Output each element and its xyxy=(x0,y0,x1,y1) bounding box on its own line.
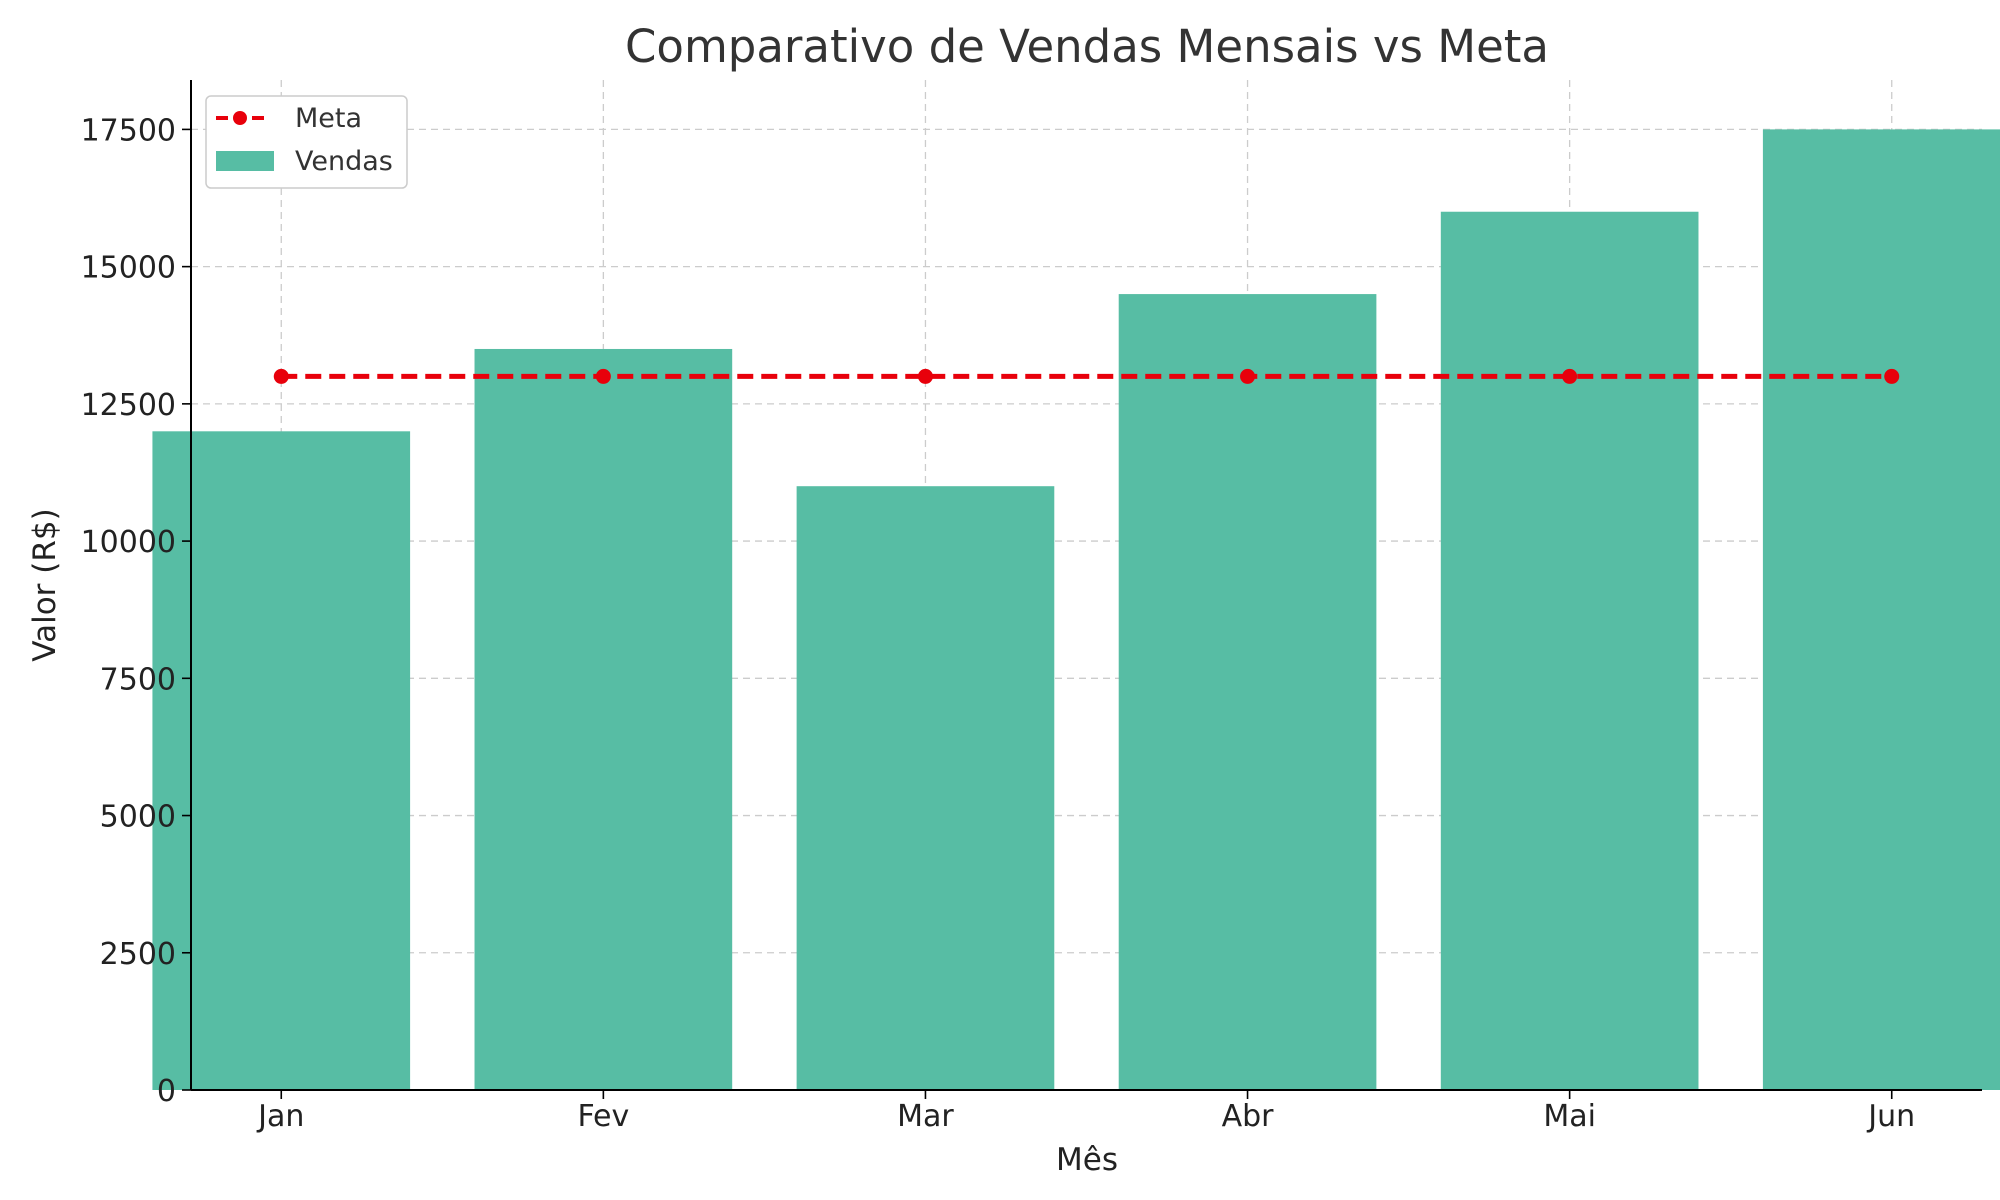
x-tick-label-fev: Fev xyxy=(577,1099,629,1134)
line-layer xyxy=(273,368,1900,384)
y-tick-label: 7500 xyxy=(100,662,176,697)
y-tick-label: 5000 xyxy=(100,800,176,835)
bar-vendas-abr xyxy=(1118,294,1377,1091)
legend-meta-marker xyxy=(233,111,247,125)
legend-meta-label: Meta xyxy=(295,103,362,134)
bar-vendas-jan xyxy=(152,431,411,1091)
axis-layer xyxy=(190,80,1982,1091)
y-axis-label: Valor (R$) xyxy=(27,508,63,661)
bar-vendas-mai xyxy=(1440,211,1699,1090)
chart-title: Comparativo de Vendas Mensais vs Meta xyxy=(625,20,1549,73)
meta-point-abr xyxy=(1240,368,1256,384)
y-tick-label: 0 xyxy=(157,1074,176,1109)
tick-layer: 0 2500 5000 7500 10000 12500 15000 17500 Jan Fev M… xyxy=(81,113,1916,1134)
meta-point-jun xyxy=(1884,368,1900,384)
bar-vendas-jun xyxy=(1762,129,2000,1091)
legend-vendas-swatch xyxy=(216,151,274,171)
legend-vendas-label: Vendas xyxy=(295,146,393,177)
x-tick-label-abr: Abr xyxy=(1222,1099,1275,1134)
x-tick-label-jun: Jun xyxy=(1866,1099,1915,1134)
x-tick-label-mar: Mar xyxy=(897,1099,954,1134)
x-tick-label-jan: Jan xyxy=(256,1099,304,1134)
legend: Meta Vendas xyxy=(205,95,408,189)
y-tick-label: 10000 xyxy=(81,525,176,560)
y-tick-label: 17500 xyxy=(81,113,176,148)
meta-point-jan xyxy=(273,368,289,384)
meta-point-mai xyxy=(1562,368,1578,384)
y-tick-label: 15000 xyxy=(81,251,176,286)
y-tick-label: 2500 xyxy=(100,937,176,972)
x-tick-label-mai: Mai xyxy=(1543,1099,1596,1134)
meta-point-mar xyxy=(917,368,933,384)
bar-vendas-mar xyxy=(796,486,1055,1090)
meta-point-fev xyxy=(595,368,611,384)
y-tick-label: 12500 xyxy=(81,388,176,423)
x-axis-label: Mês xyxy=(1056,1142,1118,1178)
bar-vendas-fev xyxy=(474,348,733,1090)
bar-layer xyxy=(152,129,2000,1091)
grid-layer xyxy=(191,80,1982,1091)
